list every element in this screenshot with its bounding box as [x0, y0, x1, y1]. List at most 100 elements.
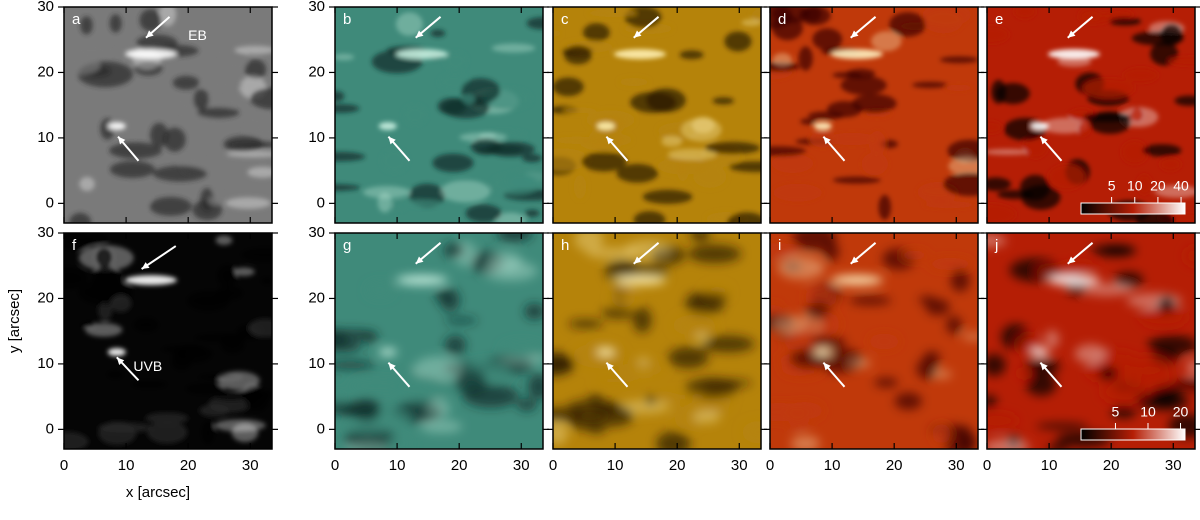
texture-blob [381, 149, 408, 173]
texture-blob [516, 398, 537, 411]
texture-blob [522, 153, 542, 163]
texture-blob [1035, 423, 1089, 430]
bright-feature [830, 275, 883, 286]
texture-blob [573, 174, 587, 200]
y-tick-label: 0 [317, 194, 325, 211]
texture-blob [427, 399, 450, 418]
texture-blob [247, 111, 266, 122]
texture-blob [987, 149, 1032, 156]
texture-blob [171, 352, 192, 371]
texture-blob [567, 399, 620, 415]
texture-blob [496, 233, 533, 242]
texture-blob [335, 151, 366, 162]
texture-blob [995, 82, 1030, 105]
texture-blob [572, 342, 624, 369]
texture-blob [193, 88, 209, 111]
texture-blob [770, 303, 783, 313]
texture-blob [110, 294, 132, 313]
texture-blob [1154, 185, 1195, 198]
texture-blob [1120, 355, 1171, 376]
texture-blob [553, 148, 591, 172]
texture-blob [792, 233, 837, 251]
texture-blob [581, 151, 627, 172]
texture-blob [1057, 56, 1092, 67]
texture-blob [925, 299, 950, 316]
texture-blob [392, 374, 448, 401]
bright-feature [107, 122, 126, 131]
x-tick-label: 10 [607, 457, 624, 474]
texture-blob [240, 247, 272, 262]
texture-blob [878, 194, 891, 220]
texture-blob [687, 244, 742, 264]
texture-blob [343, 421, 392, 433]
panel-frame [334, 6, 544, 224]
colorbar-tick-label: 5 [1112, 404, 1120, 420]
image [64, 233, 272, 449]
texture-blob [432, 153, 474, 173]
x-tick-label: 30 [948, 457, 965, 474]
texture-blob [172, 75, 200, 90]
texture-blob [771, 153, 814, 174]
texture-blob [109, 14, 122, 33]
image [335, 233, 543, 449]
texture-blob [1121, 140, 1149, 165]
x-tick-label: 20 [886, 457, 903, 474]
texture-blob [98, 300, 113, 321]
texture-blob [950, 268, 970, 292]
texture-blob [812, 28, 843, 51]
texture-blob [430, 29, 446, 38]
x-axis-label: x [arcsec] [126, 484, 190, 501]
texture-blob [848, 358, 872, 368]
texture-blob [201, 420, 215, 445]
texture-blob [1113, 271, 1144, 288]
colorbar [1080, 202, 1186, 215]
texture-blob [231, 423, 259, 443]
texture-blob [840, 75, 887, 95]
texture-blob [770, 402, 807, 422]
texture-blob [562, 107, 597, 114]
image [987, 233, 1195, 449]
arrow-head [145, 30, 154, 38]
texture-blob [916, 358, 938, 380]
texture-blob [800, 118, 817, 125]
texture-blob [194, 333, 247, 343]
texture [64, 233, 272, 449]
texture-blob [661, 135, 683, 147]
texture-blob [799, 7, 831, 26]
texture-blob [1184, 246, 1195, 266]
texture-blob [489, 251, 523, 271]
panel-frame [552, 6, 762, 224]
texture-blob [741, 420, 761, 444]
texture-blob [674, 407, 700, 430]
texture-blob [784, 328, 830, 354]
texture-blob [491, 173, 540, 195]
panel-frame [769, 232, 979, 450]
panel-label: h [561, 237, 569, 254]
x-tick-label: 10 [118, 457, 135, 474]
y-tick-label: 30 [37, 0, 54, 15]
texture-blob [249, 87, 272, 110]
texture-blob [1077, 121, 1090, 137]
texture-blob [219, 49, 249, 70]
texture-blob [1168, 56, 1195, 66]
texture-blob [588, 8, 638, 18]
texture-blob [962, 332, 978, 341]
texture-blob [525, 209, 540, 218]
texture-blob [1129, 107, 1145, 123]
texture-blob [1109, 17, 1142, 26]
texture-blob [700, 335, 755, 353]
texture-blob [413, 356, 464, 382]
texture-blob [624, 7, 662, 29]
arrow-head [116, 357, 125, 365]
texture-blob [1159, 157, 1182, 172]
texture-blob [690, 233, 711, 242]
bright-feature [395, 49, 448, 60]
x-tick-label: 0 [983, 457, 991, 474]
image [987, 7, 1195, 223]
panel-frame [334, 232, 544, 450]
texture-blob [133, 192, 151, 209]
texture-blob [692, 410, 721, 424]
arrow-head [388, 362, 396, 371]
texture-blob [69, 212, 92, 223]
